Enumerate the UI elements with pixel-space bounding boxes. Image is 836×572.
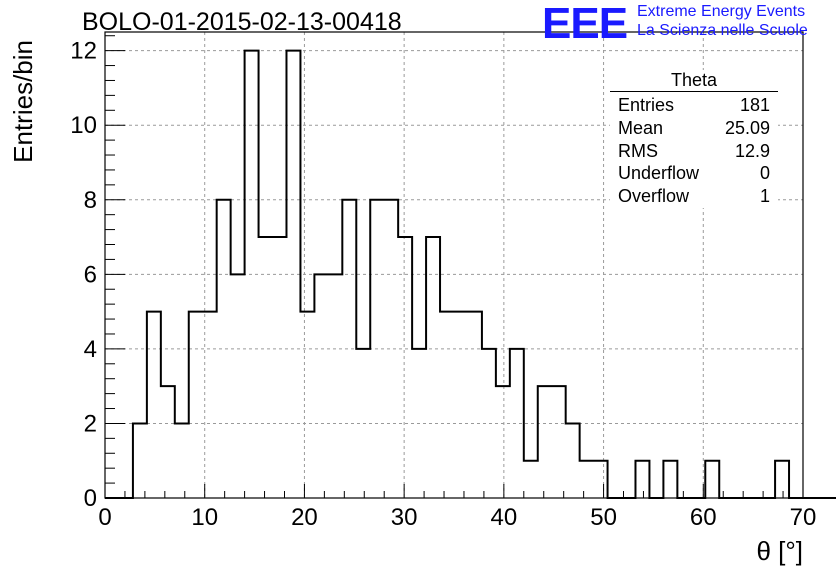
y-axis-label: Entries/bin xyxy=(8,40,38,163)
y-tick-label: 2 xyxy=(84,410,97,437)
logo-caption-line1: Extreme Energy Events xyxy=(637,3,806,20)
y-tick-label: 12 xyxy=(70,38,97,65)
stats-label: Entries xyxy=(618,95,675,115)
eee-logo: EEE xyxy=(542,0,628,48)
stats-box: Theta Entries 181 Mean 25.09 RMS 12.9 Un… xyxy=(610,70,778,208)
logo-caption: Extreme Energy Events La Scienza nelle S… xyxy=(637,2,808,40)
stats-row-rms: RMS 12.9 xyxy=(610,140,778,163)
stats-row-mean: Mean 25.09 xyxy=(610,117,778,140)
stats-value: 25.09 xyxy=(724,117,770,138)
x-tick-label: 10 xyxy=(191,504,218,531)
y-tick-label: 10 xyxy=(70,112,97,139)
stats-value: 1 xyxy=(759,186,770,207)
x-tick-label: 0 xyxy=(98,504,111,531)
stats-label: Underflow xyxy=(618,163,700,184)
stats-value: 181 xyxy=(739,95,770,115)
x-tick-label: 30 xyxy=(391,504,418,531)
stats-row-underflow: Underflow 0 xyxy=(610,162,778,185)
x-tick-label: 60 xyxy=(690,504,717,531)
logo-caption-line2: La Scienza nelle Scuole xyxy=(637,22,808,39)
stats-label: RMS xyxy=(618,140,658,161)
x-tick-label: 70 xyxy=(790,504,817,531)
stats-value: 12.9 xyxy=(734,140,770,161)
y-tick-label: 8 xyxy=(84,187,97,214)
plot-frame xyxy=(104,31,804,499)
x-tick-label: 40 xyxy=(491,504,518,531)
stats-row-overflow: Overflow 1 xyxy=(610,185,778,208)
stats-value: 0 xyxy=(759,163,770,184)
stats-label: Overflow xyxy=(618,186,690,207)
x-tick-label: 20 xyxy=(291,504,318,531)
chart-title: BOLO-01-2015-02-13-00418 xyxy=(82,8,402,36)
y-tick-label: 4 xyxy=(84,336,97,363)
x-tick-label: 50 xyxy=(590,504,617,531)
y-tick-label: 6 xyxy=(84,261,97,288)
stats-label: Mean xyxy=(618,117,664,138)
stats-title: Theta xyxy=(610,70,778,92)
x-axis-label: θ [°] xyxy=(756,536,803,566)
y-tick-label: 0 xyxy=(84,485,97,512)
histogram-line xyxy=(105,49,836,499)
stats-row-entries: Entries 181 xyxy=(610,94,778,117)
